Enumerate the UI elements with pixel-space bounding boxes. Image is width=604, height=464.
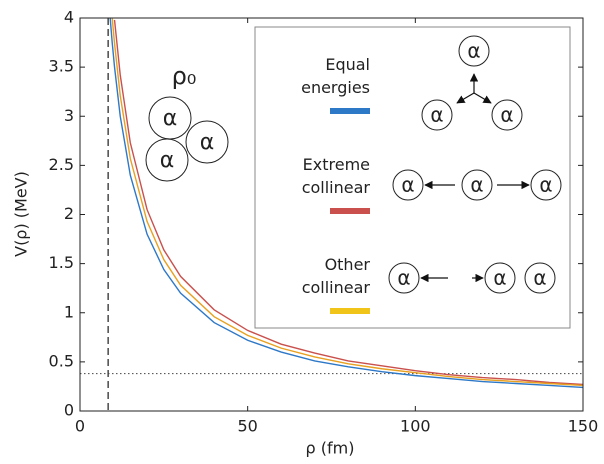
particle	[491, 99, 523, 131]
particle-label: α	[500, 103, 513, 127]
plot-frame	[79, 17, 584, 412]
x-tick-label: 50	[237, 417, 257, 436]
data-line	[111, 18, 583, 387]
particle-label: α	[401, 173, 414, 197]
arrow	[473, 92, 492, 104]
particle-label: α	[430, 103, 443, 127]
x-tick-label: 100	[400, 417, 431, 436]
particle-label: α	[163, 106, 178, 131]
y-tick-label: 2	[64, 204, 74, 223]
y-tick-label: 3	[64, 106, 74, 125]
particle-label: α	[470, 173, 483, 197]
data-line	[109, 18, 583, 389]
particle-label: α	[493, 266, 506, 290]
y-tick-label: 4	[64, 8, 74, 27]
x-tick-label: 150	[568, 417, 599, 436]
particle-label: α	[200, 130, 215, 155]
rho0-label: ρ₀	[172, 62, 197, 90]
data-line	[113, 19, 583, 386]
particle	[388, 262, 420, 294]
y-tick-label: 0	[64, 401, 74, 420]
particle	[530, 169, 562, 201]
y-axis-label: V(ρ) (MeV)	[12, 171, 31, 257]
x-tick-label: 0	[75, 417, 85, 436]
particle-label: α	[533, 266, 546, 290]
particle-label: α	[539, 173, 552, 197]
legend-label: Extreme collinear	[301, 155, 370, 197]
x-axis-label: ρ (fm)	[306, 439, 355, 458]
particle	[461, 169, 493, 201]
particle-label: α	[160, 148, 175, 173]
legend-label: Equal energies	[301, 55, 370, 97]
y-tick-label: 2.5	[49, 155, 74, 174]
particle	[458, 35, 490, 67]
particle	[421, 99, 453, 131]
legend-label: Other collinear	[301, 255, 370, 297]
y-tick-label: 0.5	[49, 351, 74, 370]
y-tick-label: 3.5	[49, 57, 74, 76]
particle-label: α	[467, 39, 480, 63]
particle	[484, 262, 516, 294]
particle	[392, 169, 424, 201]
particle-label: α	[397, 266, 410, 290]
y-tick-label: 1	[64, 302, 74, 321]
particle	[145, 138, 189, 182]
y-tick-label: 1.5	[49, 253, 74, 272]
arrow	[456, 92, 475, 104]
particle	[185, 120, 229, 164]
particle	[524, 262, 556, 294]
